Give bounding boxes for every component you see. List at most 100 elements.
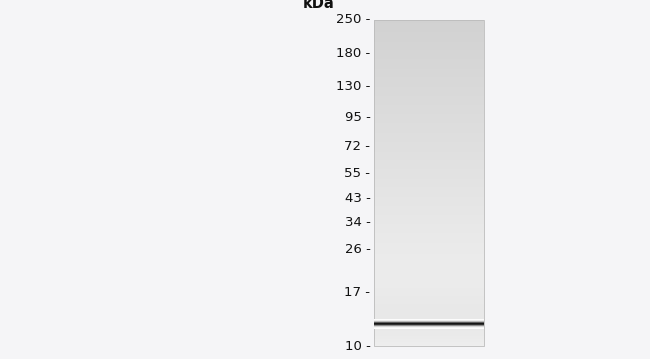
Bar	[374, 192, 484, 193]
Bar	[374, 243, 484, 244]
Bar	[374, 274, 484, 275]
Bar	[374, 132, 484, 133]
Bar	[374, 296, 484, 297]
Bar	[374, 237, 484, 238]
Text: 55 -: 55 -	[344, 167, 370, 180]
Bar	[374, 159, 484, 160]
Bar	[374, 158, 484, 159]
Bar	[374, 24, 484, 25]
Bar	[374, 108, 484, 109]
Bar	[374, 161, 484, 162]
Bar	[374, 92, 484, 93]
Bar	[374, 57, 484, 58]
Bar	[374, 88, 484, 89]
Bar	[374, 291, 484, 292]
Bar	[374, 80, 484, 81]
Bar	[374, 248, 484, 250]
Bar	[374, 148, 484, 149]
Bar	[374, 256, 484, 257]
Bar	[374, 107, 484, 108]
Bar	[374, 73, 484, 74]
Text: 180 -: 180 -	[336, 47, 370, 60]
Bar	[374, 168, 484, 169]
Bar	[374, 342, 484, 343]
Bar	[374, 74, 484, 75]
Bar	[374, 239, 484, 240]
Bar	[374, 288, 484, 289]
Bar	[374, 293, 484, 294]
Bar	[374, 72, 484, 73]
Bar	[374, 79, 484, 80]
Bar	[374, 268, 484, 269]
Bar	[374, 93, 484, 94]
Bar	[374, 162, 484, 163]
Bar	[374, 102, 484, 103]
Bar	[374, 241, 484, 242]
Bar	[374, 323, 484, 325]
Bar	[374, 306, 484, 307]
Bar	[374, 213, 484, 214]
Bar	[374, 232, 484, 233]
Bar	[374, 129, 484, 130]
Bar	[374, 325, 484, 326]
Bar	[374, 160, 484, 161]
Bar	[374, 149, 484, 150]
Bar	[374, 227, 484, 228]
Bar	[374, 328, 484, 329]
Bar	[374, 125, 484, 126]
Bar	[374, 345, 484, 346]
Bar	[374, 201, 484, 202]
Bar	[374, 173, 484, 174]
Bar	[374, 265, 484, 266]
Bar	[374, 104, 484, 105]
Bar	[374, 337, 484, 338]
Bar	[374, 318, 484, 319]
Bar	[374, 183, 484, 184]
Bar	[374, 65, 484, 66]
Bar	[374, 180, 484, 181]
Text: 250 -: 250 -	[336, 13, 370, 26]
Bar	[374, 214, 484, 215]
Bar	[374, 309, 484, 311]
Bar	[374, 97, 484, 98]
Bar	[374, 196, 484, 197]
Bar	[374, 231, 484, 232]
Bar	[374, 179, 484, 180]
Bar	[374, 84, 484, 85]
Bar	[374, 188, 484, 190]
Bar	[374, 82, 484, 83]
Bar	[374, 205, 484, 206]
Bar	[374, 134, 484, 135]
Bar	[374, 204, 484, 205]
Bar	[374, 283, 484, 284]
Bar	[374, 190, 484, 191]
Bar	[374, 42, 484, 43]
Text: 34 -: 34 -	[344, 216, 370, 229]
Bar	[374, 321, 484, 322]
Bar	[374, 52, 484, 53]
Bar	[374, 49, 484, 50]
Bar	[374, 194, 484, 195]
Bar	[374, 302, 484, 303]
Bar	[374, 211, 484, 213]
Bar	[374, 106, 484, 107]
Bar	[374, 236, 484, 237]
Bar	[374, 282, 484, 283]
Bar	[374, 198, 484, 200]
Bar	[374, 230, 484, 231]
Bar	[374, 170, 484, 171]
Bar	[374, 55, 484, 56]
Bar	[374, 75, 484, 76]
Bar	[374, 123, 484, 124]
Bar	[374, 233, 484, 234]
Bar	[374, 224, 484, 225]
Text: 130 -: 130 -	[336, 80, 370, 93]
Bar	[374, 66, 484, 67]
Bar	[374, 267, 484, 268]
Bar	[374, 218, 484, 219]
Bar	[374, 297, 484, 299]
Bar	[374, 210, 484, 211]
Bar	[374, 316, 484, 317]
Bar	[374, 195, 484, 196]
Bar	[374, 155, 484, 156]
